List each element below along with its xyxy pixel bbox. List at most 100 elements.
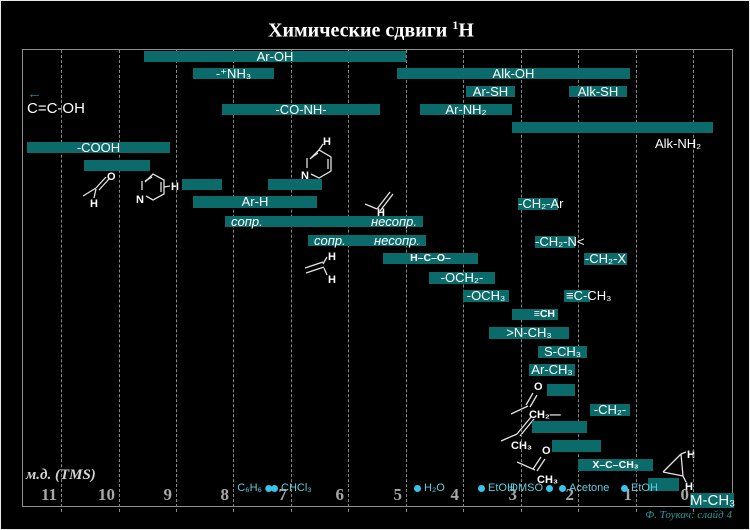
bar-label: >N-CH₃: [506, 325, 552, 340]
bar-label: Ar-OH: [256, 49, 294, 64]
bar-label: Alk-OH: [492, 66, 535, 81]
page-title: Химические сдвиги 1H: [1, 18, 741, 43]
bar-h-c-o: H–C–O–: [383, 253, 478, 264]
atom-label: CH₃: [537, 474, 558, 486]
atom-label: O: [542, 445, 551, 457]
enol-annotation: ← C=C-OH: [27, 86, 85, 117]
cyclopropane-structure: H H: [655, 446, 705, 499]
atom-label: H: [687, 449, 695, 461]
bar-label: сопр.: [314, 233, 346, 248]
x-tick-label: 7: [278, 485, 288, 504]
bar-label: S-CH₃: [543, 344, 582, 359]
atom-label: H: [328, 251, 336, 263]
solvent-marker: H₂O: [414, 482, 445, 494]
atom-label: H: [323, 136, 331, 148]
vinyl-internal-structure: H: [363, 180, 413, 223]
x-tick-label: 2: [565, 485, 575, 504]
gridline: [636, 50, 637, 512]
x-tick-label: 9: [163, 485, 173, 504]
atom-label: H: [328, 274, 336, 286]
bar-allylic-ch3: [532, 421, 587, 433]
solvent-label: DMSO: [510, 482, 543, 494]
bar-och2: -OCH₂-: [429, 270, 495, 285]
solvent-marker: EtOH: [621, 482, 658, 494]
bar-co-nh: -CO-NH-: [222, 102, 380, 117]
keto-ch2-structure: O CH₂—: [501, 378, 581, 427]
solvent-dot-icon: [546, 484, 553, 492]
isotope-mass: 1: [452, 18, 459, 32]
bar-alk-oh: Alk-OH: [397, 66, 630, 81]
bar-label: M-CH₃: [690, 492, 736, 509]
solvent-marker: EtOH: [478, 482, 515, 494]
bar-acetyl-ch3: [552, 440, 601, 452]
atom-label: N: [136, 194, 144, 206]
gridline: [176, 50, 177, 512]
bar-label: Ar-H: [241, 194, 269, 209]
bar-cyclopropane-h: [648, 478, 679, 491]
bar-label: -CH₂-X: [584, 251, 627, 266]
bar-ar-sh: Ar-SH: [466, 85, 515, 98]
bar-ar-h: Ar-H: [193, 194, 317, 209]
solvent-marker: DMSO: [510, 482, 553, 494]
bar-vinyl-terminal: сопр. несопр.: [308, 233, 426, 248]
bar-ch2-ar: -CH₂-Ar: [518, 197, 563, 210]
bar-label: -OCH₂-: [440, 270, 484, 285]
solvent-marker: CHCl₃: [271, 482, 312, 494]
bar-label: H–C–O–: [410, 252, 451, 264]
bar-label: -CO-NH-: [275, 102, 327, 117]
acetyl-structure: O CH₃: [497, 440, 575, 491]
gridline: [61, 50, 62, 512]
bar-vinyl-internal: сопр. несопр.: [225, 214, 423, 229]
pyridine-beta-structure: H N: [295, 136, 347, 193]
bar-m-ch3: M-CH₃: [690, 492, 736, 509]
atom-label: H: [377, 207, 385, 218]
bar-pyridine-beta-h: [268, 179, 322, 190]
bar-label: несопр.: [374, 233, 420, 248]
solvent-dot-icon: [559, 484, 566, 492]
bar-label: -OCH₃: [466, 288, 506, 303]
bar-keto-ch2: [547, 384, 575, 396]
x-tick-label: 10: [98, 485, 115, 504]
solvent-dot-icon: [478, 484, 485, 492]
gridline: [406, 50, 407, 512]
solvent-marker: Acetone: [559, 482, 609, 494]
nmr-shift-chart: ← C=C-OH м.д. (TMS) O H N H: [22, 49, 736, 512]
bar-alkyne-ch: ≡CH: [512, 309, 558, 320]
atom-label: H: [171, 181, 179, 193]
bar-label: -CH₂-: [593, 402, 627, 417]
bar-label: -⁺NH₃: [215, 66, 252, 81]
x-tick-label: 0: [680, 485, 690, 504]
bar-label: -CH₂-N<: [535, 234, 585, 249]
bar-ch2-x: -CH₂-X: [584, 251, 627, 266]
bar-label: X–C–CH₃: [592, 459, 639, 471]
atom-label: H: [685, 481, 693, 493]
bar-label: сопр.: [231, 214, 263, 229]
bar-label: Ar-CH₃: [531, 362, 573, 377]
gridline: [348, 50, 349, 512]
x-tick-label: 8: [220, 485, 230, 504]
x-tick-label: 11: [40, 485, 57, 504]
gridline: [693, 50, 694, 512]
solvent-label: CHCl₃: [281, 482, 312, 494]
enol-label: C=C-OH: [27, 100, 85, 117]
bar-alk-nh2: [512, 122, 713, 133]
bar-ar-ch3: Ar-CH₃: [529, 362, 575, 377]
solvent-marker: C₆H₆: [237, 482, 272, 494]
bar-propargyl-ch3: ≡C-CH₃: [564, 289, 611, 302]
bar-s-ch3: S-CH₃: [538, 344, 587, 359]
bar-ar-nh2: Ar-NH₂: [420, 103, 512, 116]
solvent-label: Acetone: [569, 482, 610, 494]
bar-label: Alk-SH: [577, 84, 619, 99]
bar-ch2: -CH₂-: [590, 402, 630, 417]
bar-label: ≡CH: [533, 308, 555, 320]
solvent-label: C₆H₆: [237, 482, 262, 494]
solvent-label: H₂O: [424, 482, 445, 494]
bar-label: ≡C-CH₃: [566, 288, 612, 303]
gridline: [578, 50, 579, 512]
bar-alk-sh: Alk-SH: [569, 84, 627, 99]
bar-cooh: -COOH: [27, 141, 170, 154]
bar-pyridine-alpha-h: [182, 179, 222, 190]
isotope-symbol: H: [458, 19, 474, 42]
solvent-dot-icon: [265, 484, 272, 492]
